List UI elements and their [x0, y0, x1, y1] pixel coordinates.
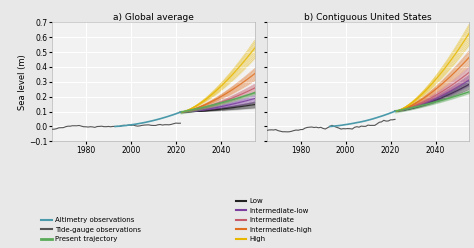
Legend: Altimetry observations, Tide-gauge observations, Present trajectory: Altimetry observations, Tide-gauge obser… — [41, 217, 141, 242]
Title: b) Contiguous United States: b) Contiguous United States — [304, 13, 432, 22]
Legend: Low, Intermediate-low, Intermediate, Intermediate-high, High: Low, Intermediate-low, Intermediate, Int… — [236, 198, 312, 242]
Title: a) Global average: a) Global average — [113, 13, 194, 22]
Y-axis label: Sea level (m): Sea level (m) — [18, 54, 27, 110]
